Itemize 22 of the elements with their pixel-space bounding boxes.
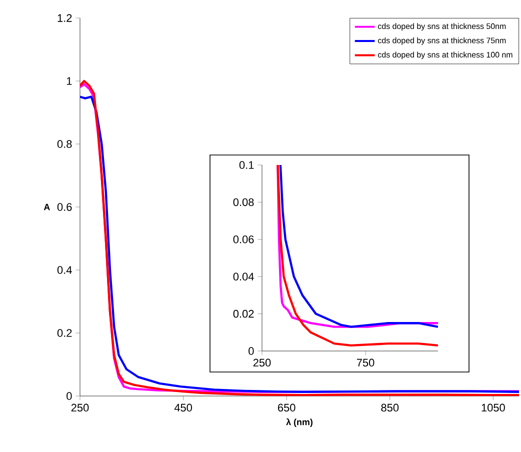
y-tick-label: 0.8: [57, 140, 72, 148]
x-axis-title: λ (nm): [286, 418, 312, 427]
y-tick-label: 1: [66, 77, 72, 85]
y-tick-label: 0: [248, 347, 254, 355]
x-tick-label: 250: [71, 404, 89, 412]
y-tick-label: 0.2: [57, 329, 72, 337]
y-tick-label: 0.1: [239, 161, 254, 169]
y-tick-label: 0.08: [233, 198, 254, 206]
x-tick-label: 650: [278, 404, 296, 412]
y-axis-title: A: [44, 204, 50, 210]
x-tick-label: 250: [253, 358, 271, 367]
x-tick-label: 1050: [482, 404, 505, 412]
x-tick-label: 850: [381, 404, 399, 412]
x-tick-label: 450: [174, 404, 192, 412]
y-tick-label: 0.4: [57, 266, 72, 274]
x-tick-label: 750: [356, 358, 374, 367]
y-tick-label: 1.2: [58, 14, 72, 22]
y-tick-label: 0.04: [233, 272, 254, 280]
y-tick-label: 0: [66, 392, 72, 400]
y-tick-label: 0.02: [233, 310, 254, 318]
y-tick-label: 0.6: [57, 203, 72, 211]
y-tick-label: 0.06: [233, 236, 254, 244]
